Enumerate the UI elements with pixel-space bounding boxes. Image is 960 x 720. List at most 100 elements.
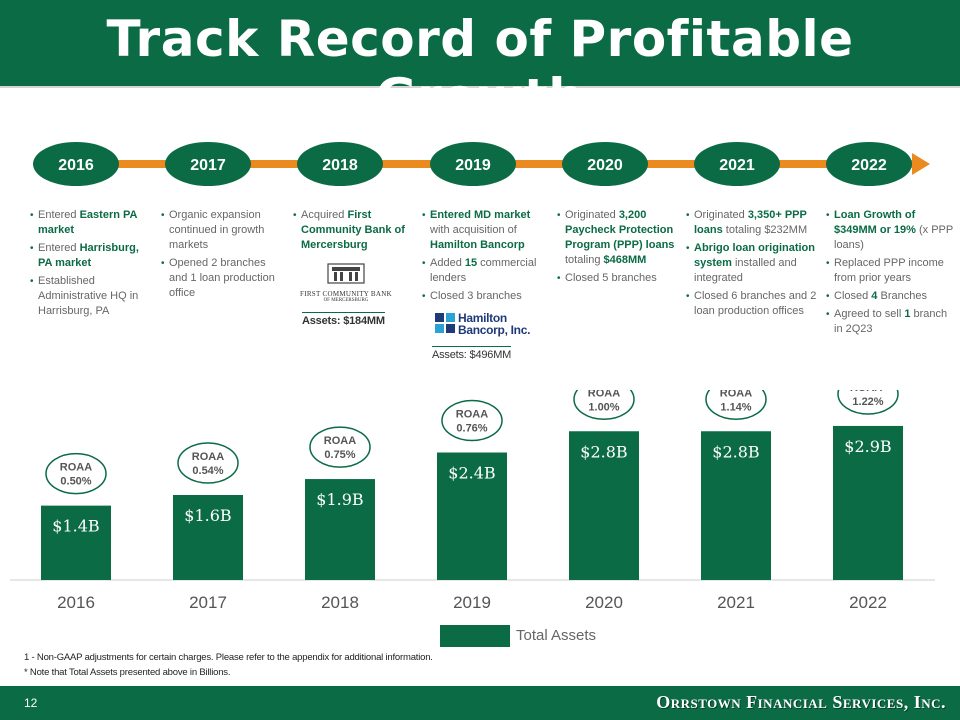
- timeline-year-label: 2022: [851, 157, 887, 174]
- bar-data-label: $1.6B: [184, 506, 231, 525]
- bar-total-assets-2022: [833, 425, 903, 580]
- hamilton-line2: Bancorp, Inc.: [458, 323, 531, 337]
- timeline-year-oval: [297, 142, 383, 186]
- bar-data-label: $2.8B: [580, 442, 627, 461]
- timeline-year-label: 2016: [58, 157, 94, 174]
- roaa-label: ROAA: [456, 409, 488, 421]
- roaa-label: ROAA: [588, 390, 620, 399]
- timeline-column-2022: Loan Growth of $349MM or 19% (x PPP loan…: [826, 208, 954, 340]
- milestone-item: Established Administrative HQ in Harrisb…: [30, 274, 152, 319]
- x-tick-label: 2020: [585, 593, 623, 612]
- hamilton-line1: Hamilton: [458, 311, 507, 325]
- roaa-callout: [573, 390, 635, 420]
- roaa-label: ROAA: [324, 435, 356, 447]
- roaa-callout: [705, 390, 767, 420]
- roaa-callout: [837, 390, 899, 415]
- timeline-year-oval: [562, 142, 648, 186]
- page-number: 12: [24, 696, 38, 710]
- hamilton-wordmark: Hamilton Bancorp, Inc.: [458, 312, 530, 336]
- bar-total-assets-2021: [701, 431, 771, 580]
- roaa-value: 0.75%: [324, 449, 355, 461]
- x-tick-label: 2017: [189, 593, 227, 612]
- roaa-callout: [309, 426, 371, 468]
- timeline: 2016 2017 2018 2019 2020 2021 2022: [33, 142, 930, 186]
- timeline-column-2020: Originated 3,200 Paycheck Protection Pro…: [557, 208, 677, 289]
- milestone-item: Originated 3,350+ PPP loans totaling $23…: [686, 208, 818, 238]
- roaa-label: ROAA: [192, 451, 224, 463]
- timeline-column-2019: Entered MD market with acquisition of Ha…: [422, 208, 544, 307]
- footnote-1: 1 - Non-GAAP adjustments for certain cha…: [24, 652, 433, 663]
- x-tick-label: 2018: [321, 593, 359, 612]
- bank-name: FIRST COMMUNITY BANK: [300, 290, 392, 298]
- milestone-item: Closed 3 branches: [422, 289, 544, 304]
- roaa-callout: [441, 399, 503, 442]
- milestone-item: Added 15 commercial lenders: [422, 256, 544, 286]
- milestone-item: Originated 3,200 Paycheck Protection Pro…: [557, 208, 677, 268]
- milestone-item: Closed 4 Branches: [826, 289, 954, 304]
- roaa-value: 1.00%: [588, 401, 619, 413]
- timeline-year-oval: [694, 142, 780, 186]
- timeline-column-2018: Acquired First Community Bank of Mercers…: [293, 208, 411, 256]
- timeline-arrow-head: [912, 153, 930, 175]
- milestone-item: Opened 2 branches and 1 loan production …: [161, 256, 279, 301]
- bar-data-label: $2.8B: [712, 442, 759, 461]
- milestone-item: Replaced PPP income from prior years: [826, 256, 954, 286]
- bar-total-assets-2016: [41, 505, 111, 580]
- first-community-bank-logo: FIRST COMMUNITY BANK OF MERCERSBURG: [300, 262, 392, 324]
- timeline-year-oval: [165, 142, 251, 186]
- page-title: Track Record of Profitable Growth: [106, 10, 854, 126]
- roaa-value: 0.54%: [192, 465, 223, 477]
- footer: 12 Orrstown Financial Services, Inc.: [0, 686, 960, 720]
- timeline-year-label: 2019: [455, 157, 491, 174]
- milestone-item: Loan Growth of $349MM or 19% (x PPP loan…: [826, 208, 954, 253]
- x-tick-label: 2022: [849, 593, 887, 612]
- x-tick-label: 2016: [57, 593, 95, 612]
- footnote-2: * Note that Total Assets presented above…: [24, 667, 231, 678]
- timeline-column-2017: Organic expansion continued in growth ma…: [161, 208, 279, 304]
- hamilton-mark-icon: [435, 313, 455, 333]
- milestone-item: Agreed to sell 1 branch in 2Q23: [826, 307, 954, 337]
- legend-swatch: [440, 625, 510, 647]
- timeline-year-label: 2017: [190, 157, 226, 174]
- roaa-value: 0.50%: [60, 476, 91, 488]
- timeline-year-label: 2018: [322, 157, 358, 174]
- milestone-item: Abrigo loan origination system installed…: [686, 241, 818, 286]
- roaa-label: ROAA: [720, 390, 752, 399]
- total-assets-chart: $1.4B 2016 ROAA 0.50% $1.6B 2017 ROAA 0.54% $1.9…: [10, 390, 935, 612]
- roaa-value: 1.22%: [852, 396, 883, 408]
- bar-total-assets-2020: [569, 431, 639, 580]
- bar-total-assets-2019: [437, 452, 507, 580]
- fcb-assets-label: Assets: $184MM: [302, 312, 385, 327]
- bar-total-assets-2017: [173, 495, 243, 580]
- x-tick-label: 2019: [453, 593, 491, 612]
- milestone-item: Organic expansion continued in growth ma…: [161, 208, 279, 253]
- hamilton-bancorp-logo: Hamilton Bancorp, Inc.: [430, 310, 550, 340]
- milestone-item: Closed 5 branches: [557, 271, 677, 286]
- legend-label: Total Assets: [516, 627, 597, 644]
- timeline-year-label: 2020: [587, 157, 623, 174]
- bank-subname: OF MERCERSBURG: [323, 298, 369, 303]
- timeline-column-2021: Originated 3,350+ PPP loans totaling $23…: [686, 208, 818, 322]
- milestone-item: Closed 6 branches and 2 loan production …: [686, 289, 818, 319]
- roaa-callout: [177, 442, 239, 484]
- x-tick-label: 2021: [717, 593, 755, 612]
- milestone-item: Entered Harrisburg, PA market: [30, 241, 152, 271]
- timeline-year-oval: [33, 142, 119, 186]
- timeline-year-oval: [430, 142, 516, 186]
- bar-total-assets-2018: [305, 479, 375, 580]
- timeline-year-oval: [826, 142, 912, 186]
- bar-data-label: $1.4B: [52, 517, 99, 536]
- milestone-item: Entered MD market with acquisition of Ha…: [422, 208, 544, 253]
- title-banner: Track Record of Profitable Growth: [0, 0, 960, 126]
- bar-data-label: $1.9B: [316, 490, 363, 509]
- timeline-column-2016: Entered Eastern PA marketEntered Harrisb…: [30, 208, 152, 322]
- roaa-value: 1.14%: [720, 401, 751, 413]
- roaa-label: ROAA: [60, 462, 92, 474]
- milestone-item: Entered Eastern PA market: [30, 208, 152, 238]
- company-logo: Orrstown Financial Services, Inc.: [656, 692, 946, 712]
- bar-data-label: $2.9B: [844, 437, 891, 456]
- timeline-year-label: 2021: [719, 157, 755, 174]
- roaa-value: 0.76%: [456, 423, 487, 435]
- bank-building-icon: [327, 263, 365, 284]
